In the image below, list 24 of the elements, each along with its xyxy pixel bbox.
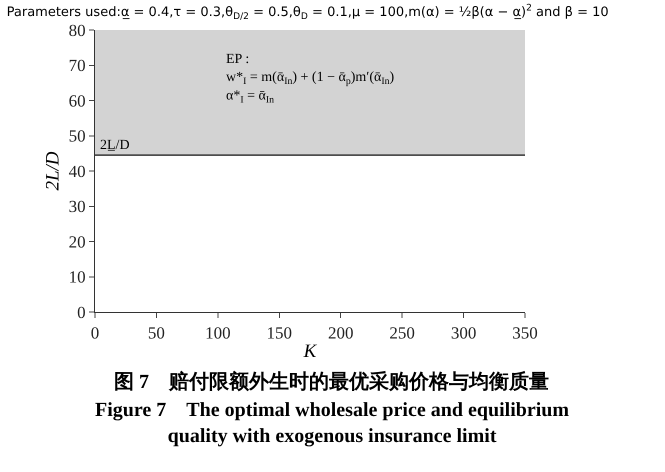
- caption: Figure 7 The optimal wholesale price and equilibrium quality with exogenous insurance limit: [95, 399, 570, 447]
- x-tick-label: 300: [450, 323, 476, 342]
- x-axis-title: K: [302, 341, 318, 362]
- x-tick-label: 150: [266, 323, 292, 342]
- y-tick-label: 50: [68, 126, 86, 146]
- y-tick-label: 40: [68, 162, 86, 181]
- x-tick-label: 350: [512, 323, 538, 342]
- x-tick-label: 0: [90, 323, 100, 342]
- y-tick-label: 20: [68, 232, 86, 252]
- text: EP : w*$_{I}$ = m(ᾱ$_{In}$) + (1 − ᾱ$_{p}$)m′(ᾱ$_{In}$) α*$_{I}$ = ᾱ$_{In}$: [226, 52, 394, 106]
- x-tick-label: 250: [389, 323, 415, 342]
- y-tick-label: 80: [68, 20, 86, 40]
- annotation: 2L̲/D: [100, 138, 130, 153]
- y-tick-label: 30: [68, 197, 86, 216]
- caption: 图 7 赔付限额外生时的最优采购价格与均衡质量: [114, 370, 549, 393]
- x-tick-label: 200: [328, 323, 354, 342]
- y-tick-label: 0: [77, 302, 86, 322]
- y-axis-title: 2L/D: [42, 151, 64, 191]
- y-tick-label: 10: [68, 268, 86, 287]
- x-tick-label: 100: [205, 323, 231, 342]
- y-tick-label: 70: [68, 56, 86, 76]
- y-tick-label: 60: [68, 91, 86, 110]
- chart-title: Parameters used:α̲ = 0.4,τ = 0.3,θ$_{D/2}$ = 0.5,θ$_{D}$ = 0.1,μ = 100,m(α) = ½β(α − α̲)$^{2}$ and β = 10: [6, 4, 609, 22]
- x-tick-label: 50: [148, 323, 165, 342]
